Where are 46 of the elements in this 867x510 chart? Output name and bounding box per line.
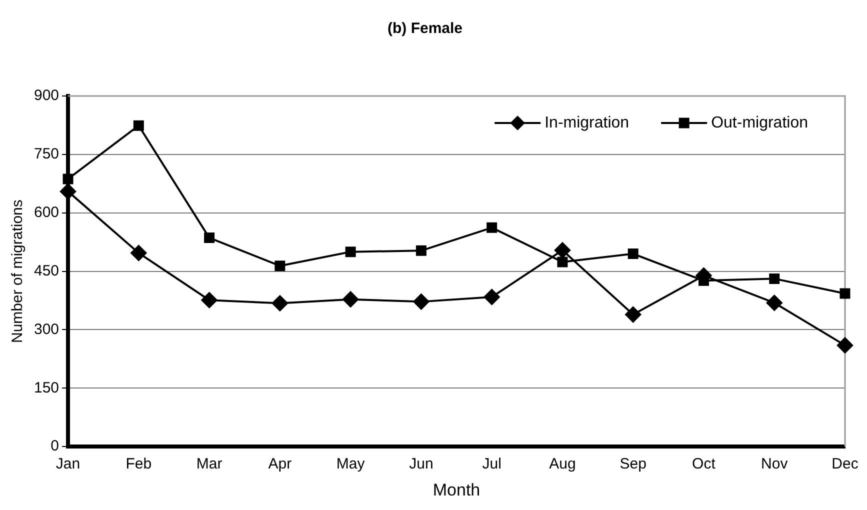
point bbox=[486, 222, 498, 233]
x-tick-label: Jan bbox=[56, 456, 80, 473]
point bbox=[557, 256, 568, 268]
point bbox=[272, 295, 288, 312]
point bbox=[416, 245, 426, 256]
point bbox=[60, 183, 76, 200]
y-tick-label: 450 bbox=[34, 262, 60, 280]
legend-label: In-migration bbox=[544, 114, 630, 132]
y-tick-label: 750 bbox=[34, 146, 60, 163]
chart-title: (b) Female bbox=[387, 20, 463, 38]
point bbox=[628, 248, 638, 260]
point bbox=[625, 306, 642, 323]
x-tick-label: Apr bbox=[268, 456, 292, 473]
y-tick-label: 900 bbox=[34, 87, 60, 104]
point bbox=[133, 120, 144, 131]
y-axis-title: Number of migrations bbox=[9, 200, 26, 343]
point bbox=[62, 174, 74, 184]
point bbox=[130, 244, 147, 261]
x-tick-label: May bbox=[336, 456, 366, 473]
x-tick-label: Sep bbox=[620, 456, 646, 473]
y-tick-label: 150 bbox=[34, 379, 60, 396]
x-tick-label: Nov bbox=[761, 456, 788, 473]
point bbox=[840, 288, 850, 299]
y-tick-label: 600 bbox=[34, 204, 60, 222]
legend-label: Out-migration bbox=[711, 114, 808, 132]
point bbox=[413, 294, 430, 310]
point bbox=[766, 294, 782, 311]
y-tick-label: 300 bbox=[34, 320, 60, 338]
point bbox=[554, 242, 570, 258]
point bbox=[769, 273, 780, 284]
x-axis-title: Month bbox=[432, 480, 480, 500]
point bbox=[342, 291, 359, 308]
x-tick-label: Mar bbox=[196, 456, 222, 473]
x-tick-label: Jun bbox=[409, 456, 434, 473]
point bbox=[204, 232, 215, 244]
point bbox=[345, 246, 356, 258]
x-tick-label: Aug bbox=[549, 456, 576, 473]
point bbox=[837, 337, 853, 354]
point bbox=[201, 292, 218, 308]
x-tick-label: Oct bbox=[692, 456, 716, 473]
x-tick-label: Jul bbox=[482, 456, 502, 473]
x-tick-label: Feb bbox=[126, 456, 152, 473]
point bbox=[484, 289, 500, 306]
x-tick-label: Dec bbox=[832, 456, 859, 473]
y-tick-label: 0 bbox=[50, 438, 60, 455]
point bbox=[274, 260, 286, 272]
